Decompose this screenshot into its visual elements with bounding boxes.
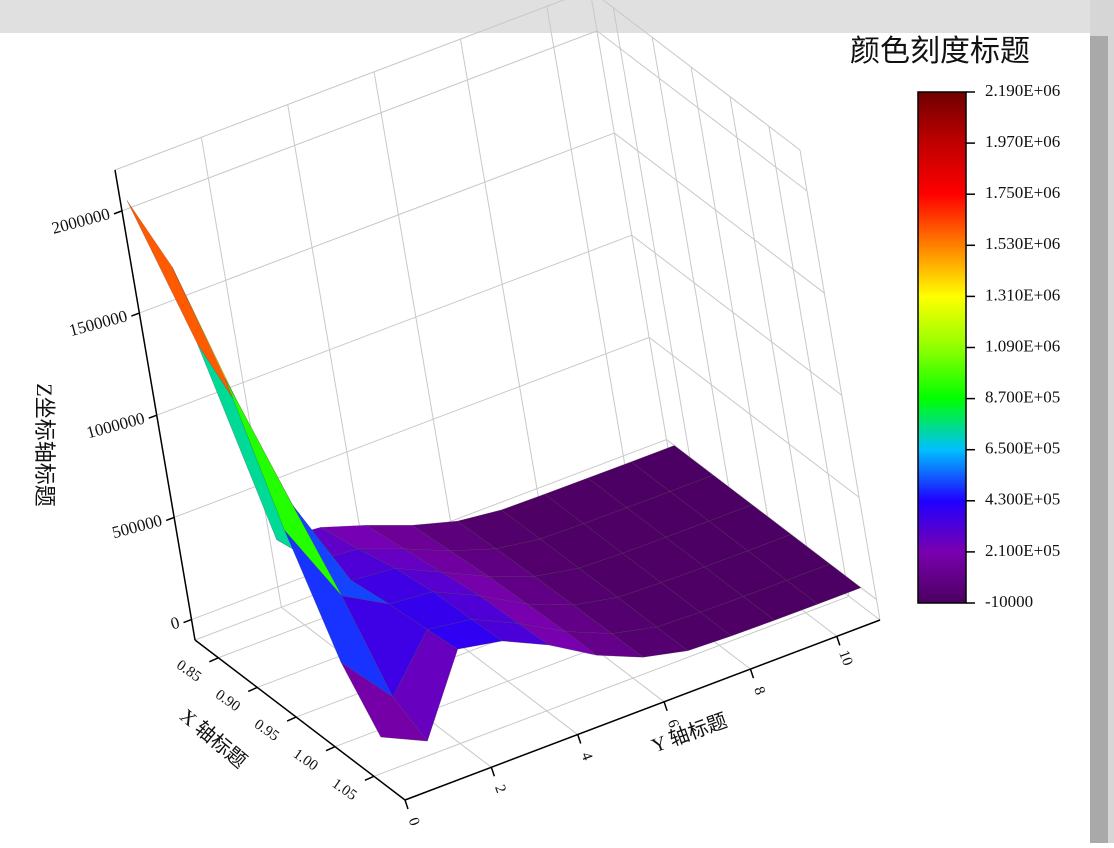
y-tick-label: 4 <box>577 750 595 763</box>
grid-line <box>373 71 455 542</box>
z-tick-label: 500000 <box>110 511 164 543</box>
z-tick-label: 1000000 <box>84 409 146 443</box>
x-tick-label: 0.85 <box>173 657 204 685</box>
x-tick <box>325 745 336 752</box>
grid-line <box>729 96 811 567</box>
y-tick-label: 8 <box>750 685 768 698</box>
x-tick-label: 1.05 <box>329 776 360 804</box>
z-tick <box>113 210 123 215</box>
colorbar-tick-label: 4.300E+05 <box>985 490 1060 509</box>
x-tick-label: 0.95 <box>251 716 282 744</box>
box-edge <box>602 0 801 151</box>
x-tick-label: 1.00 <box>290 746 321 774</box>
x-axis-label: X 轴标题 <box>175 704 251 773</box>
z-tick <box>131 312 140 317</box>
colorbar-title: 颜色刻度标题 <box>850 35 1030 68</box>
grid-line <box>459 39 541 510</box>
grid-line <box>173 336 650 518</box>
grid-line <box>121 30 598 212</box>
grid-line <box>651 37 733 508</box>
y-tick <box>749 668 755 679</box>
box-edge <box>799 149 881 621</box>
y-tick-label: 2 <box>491 783 509 796</box>
colorbar-tick-label: 1.970E+06 <box>985 132 1060 151</box>
z-tick-label: 1500000 <box>67 306 129 340</box>
colorbar <box>917 91 967 604</box>
y-tick <box>663 701 668 712</box>
surface-cell <box>171 266 293 506</box>
grid-line <box>139 132 615 314</box>
x-tick-label: 0.90 <box>212 687 243 715</box>
colorbar-tick-label: 2.100E+05 <box>985 541 1060 560</box>
y-tick <box>404 799 409 810</box>
grid-line <box>768 126 850 597</box>
x-tick <box>209 657 219 663</box>
y-tick-label: 0 <box>405 816 423 829</box>
surface-cell <box>126 200 244 415</box>
scrollbar-thumb[interactable] <box>1090 36 1108 843</box>
z-tick-label: 2000000 <box>50 204 112 238</box>
grid-line <box>614 132 825 294</box>
grid-line <box>546 6 628 477</box>
grid-line <box>287 104 369 575</box>
colorbar-tick-label: 8.700E+05 <box>985 388 1060 407</box>
x-axis-line <box>194 639 406 801</box>
x-tick <box>247 686 258 693</box>
y-tick <box>577 734 582 744</box>
z-axis-line <box>114 169 196 641</box>
colorbar-tick-label: 1.090E+06 <box>985 336 1060 355</box>
z-tick <box>165 516 175 522</box>
z-tick-label: 0 <box>168 613 181 634</box>
box-edge <box>591 0 671 461</box>
grid-line <box>373 595 850 777</box>
z-tick <box>183 618 192 624</box>
grid-line <box>200 137 282 608</box>
colorbar-tick-label: 1.750E+06 <box>985 183 1060 202</box>
surface-cell <box>340 662 428 742</box>
x-tick <box>286 716 297 722</box>
colorbar-tick-label: 1.530E+06 <box>985 234 1060 253</box>
z-axis-label: Z坐标轴标题 <box>32 383 57 506</box>
colorbar-tick-label: 2.190E+06 <box>985 81 1060 100</box>
colorbar-tick-label: 6.500E+05 <box>985 439 1060 458</box>
grid-line <box>648 336 860 498</box>
y-tick <box>836 636 841 646</box>
z-tick <box>148 414 158 419</box>
grid-line <box>690 66 772 538</box>
colorbar-tick-label: -10000 <box>985 592 1033 611</box>
grid-line <box>596 30 808 192</box>
box-edge <box>114 0 566 171</box>
y-axis-line <box>404 619 881 801</box>
y-tick-label: 10 <box>835 648 855 668</box>
grid-line <box>156 234 632 416</box>
colorbar-tick-label: 1.310E+06 <box>985 285 1060 304</box>
plot: 0.850.900.951.001.0502468100500000100000… <box>50 0 881 829</box>
grid-line <box>612 7 694 478</box>
grid-line <box>631 234 843 396</box>
top-bar <box>0 0 1114 33</box>
y-axis-label: Y 轴标题 <box>648 709 730 758</box>
x-tick <box>364 775 375 781</box>
y-tick <box>490 767 496 777</box>
surface-cell <box>224 378 342 596</box>
